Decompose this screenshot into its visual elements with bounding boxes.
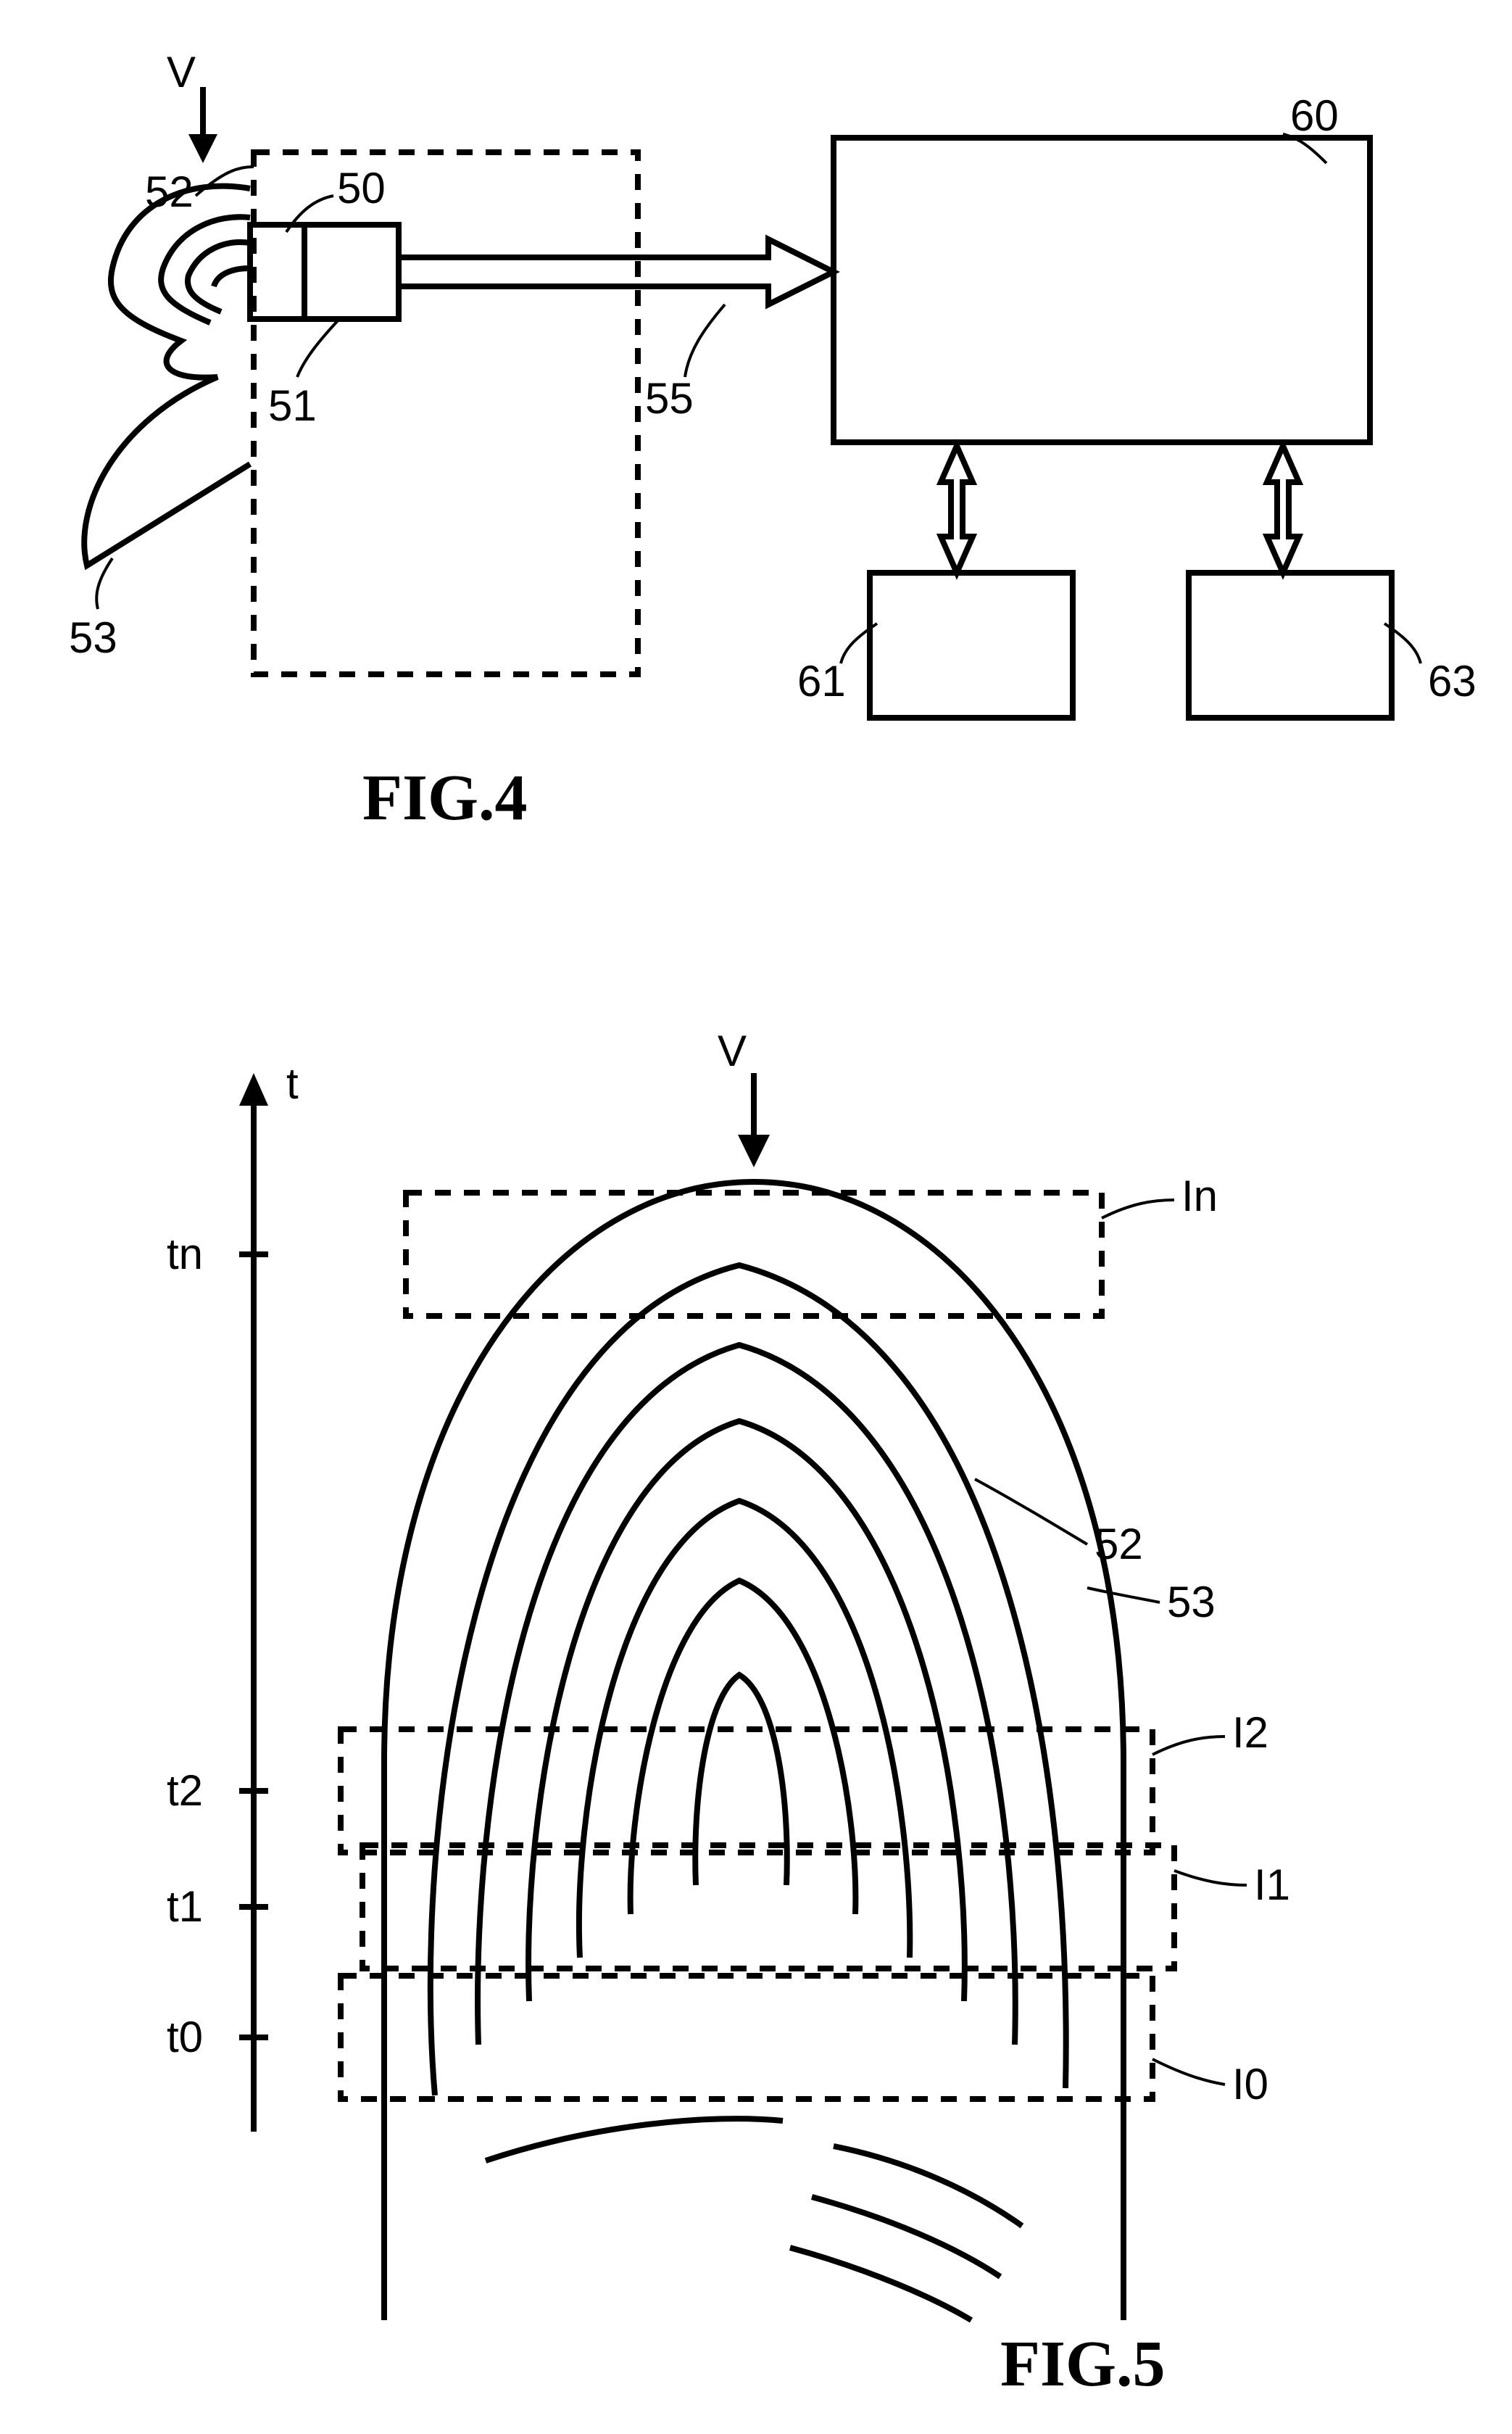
tick-t0: t0: [167, 2013, 203, 2061]
label-60-fig4: 60: [1290, 91, 1339, 140]
label-52-fig4: 52: [145, 167, 194, 216]
fig4-arrow-55: [399, 239, 834, 305]
fig4-finger: [84, 186, 250, 566]
fig4-block-61: [870, 573, 1073, 718]
label-I0: I0: [1232, 2060, 1268, 2108]
fig5-group: t0 t1 t2 tn t In I2 I1 I0 V 52 53 FIG.5: [167, 1027, 1290, 2400]
fig5-axis: [239, 1073, 268, 2132]
label-61-fig4: 61: [797, 657, 846, 705]
label-In: In: [1181, 1172, 1218, 1220]
label-53-fig4: 53: [69, 613, 117, 662]
fig4-caption: FIG.4: [362, 762, 528, 834]
fig5-I2: [341, 1729, 1152, 1853]
fig5-fingerprint: [384, 1182, 1123, 2320]
fig4-block-60: [834, 138, 1370, 442]
tick-tn: tn: [167, 1230, 203, 1278]
fig5-I0: [341, 1976, 1152, 2099]
label-53-fig5: 53: [1167, 1578, 1216, 1626]
label-I1: I1: [1254, 1860, 1290, 1909]
fig5-caption: FIG.5: [1000, 2328, 1166, 2400]
fig4-block-63: [1189, 573, 1392, 718]
label-63-fig4: 63: [1428, 657, 1476, 705]
label-I2: I2: [1232, 1708, 1268, 1757]
tick-t1: t1: [167, 1882, 203, 1931]
axis-label-t: t: [286, 1059, 299, 1108]
label-52-fig5: 52: [1094, 1520, 1143, 1568]
fig4-group: V 52 50 51 53 55 60 61 63 FIG.4: [69, 48, 1476, 834]
fig4-sensor: [250, 225, 399, 319]
fig5-v-arrow: [738, 1073, 770, 1167]
fig4-doublearrow-63: [1267, 446, 1299, 573]
label-V-fig5: V: [718, 1027, 747, 1075]
tick-t2: t2: [167, 1766, 203, 1815]
label-50-fig4: 50: [337, 164, 386, 212]
label-55-fig4: 55: [645, 374, 694, 423]
label-V-fig4: V: [167, 48, 196, 96]
page-svg: V 52 50 51 53 55 60 61 63 FIG.4: [0, 0, 1512, 2434]
label-51-fig4: 51: [268, 381, 317, 430]
fig5-In: [406, 1193, 1102, 1316]
fig4-doublearrow-61: [941, 446, 973, 573]
fig4-v-arrow: [188, 87, 217, 163]
